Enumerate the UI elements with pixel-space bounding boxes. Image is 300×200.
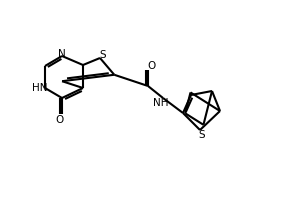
Text: S: S — [100, 50, 106, 60]
Text: HN: HN — [32, 83, 48, 93]
Text: O: O — [56, 115, 64, 125]
Text: S: S — [199, 130, 205, 140]
Text: NH: NH — [153, 98, 169, 108]
Text: N: N — [58, 49, 66, 59]
Text: O: O — [147, 61, 155, 71]
